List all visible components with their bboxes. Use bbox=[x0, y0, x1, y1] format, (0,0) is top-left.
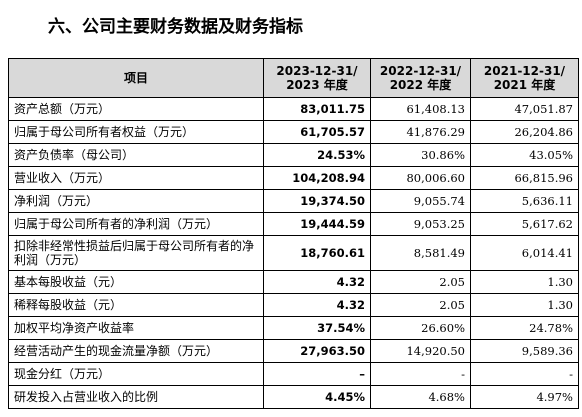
table-row: 加权平均净资产收益率 37.54% 26.60% 24.78% bbox=[8, 316, 579, 340]
table-row: 稀释每股收益（元） 4.32 2.05 1.30 bbox=[8, 293, 579, 317]
cell-value: 83,011.75 bbox=[263, 97, 371, 121]
cell-value: 19,444.59 bbox=[263, 212, 371, 236]
column-header: 项目 bbox=[8, 58, 264, 98]
cell-value: - bbox=[470, 362, 579, 386]
cell-value: 37.54% bbox=[263, 316, 371, 340]
cell-value: 41,876.29 bbox=[370, 120, 471, 144]
row-label: 归属于母公司所有者的净利润（万元） bbox=[8, 212, 264, 236]
cell-value: 26,204.86 bbox=[470, 120, 579, 144]
row-label: 资产总额（万元） bbox=[8, 97, 264, 121]
cell-value: 1.30 bbox=[470, 293, 579, 317]
cell-value: 104,208.94 bbox=[263, 166, 371, 190]
cell-value: 66,815.96 bbox=[470, 166, 579, 190]
cell-value: 9,053.25 bbox=[370, 212, 471, 236]
cell-value: 26.60% bbox=[370, 316, 471, 340]
header-line: 2021-12-31/ bbox=[483, 64, 566, 78]
column-header: 2021-12-31/2021 年度 bbox=[470, 58, 579, 98]
header-line: 2022-12-31/ bbox=[379, 64, 462, 78]
cell-value: 9,589.36 bbox=[470, 339, 579, 363]
cell-value: 4.68% bbox=[370, 385, 471, 409]
cell-value: 4.45% bbox=[263, 385, 371, 409]
cell-value: 43.05% bbox=[470, 143, 579, 167]
cell-value: – bbox=[263, 362, 371, 386]
table-row: 资产总额（万元） 83,011.75 61,408.13 47,051.87 bbox=[8, 97, 579, 121]
section-title: 六、公司主要财务数据及财务指标 bbox=[48, 17, 303, 37]
table-row: 扣除非经常性损益后归属于母公司所有者的净利润（万元） 18,760.61 8,581… bbox=[8, 235, 579, 271]
header-line: 2023-12-31/ bbox=[276, 64, 358, 78]
cell-value: 24.78% bbox=[470, 316, 579, 340]
cell-value: 2.05 bbox=[370, 270, 471, 294]
column-header: 2023-12-31/2023 年度 bbox=[263, 58, 371, 98]
row-label: 营业收入（万元） bbox=[8, 166, 264, 190]
row-label: 稀释每股收益（元） bbox=[8, 293, 264, 317]
cell-value: 19,374.50 bbox=[263, 189, 371, 213]
header-row: 项目 2023-12-31/2023 年度 2022-12-31/2022 年度 20… bbox=[8, 58, 579, 98]
cell-value: 47,051.87 bbox=[470, 97, 579, 121]
cell-value: 9,055.74 bbox=[370, 189, 471, 213]
finance-table: 项目 2023-12-31/2023 年度 2022-12-31/2022 年度 20… bbox=[8, 58, 579, 409]
row-label: 扣除非经常性损益后归属于母公司所有者的净利润（万元） bbox=[8, 235, 264, 271]
table-row: 基本每股收益（元） 4.32 2.05 1.30 bbox=[8, 270, 579, 294]
header-line: 2021 年度 bbox=[493, 78, 556, 92]
cell-value: 4.97% bbox=[470, 385, 579, 409]
cell-value: 5,636.11 bbox=[470, 189, 579, 213]
header-line: 2023 年度 bbox=[286, 78, 348, 92]
table-body: 资产总额（万元） 83,011.75 61,408.13 47,051.87 归属于母公… bbox=[8, 97, 579, 409]
cell-value: 1.30 bbox=[470, 270, 579, 294]
cell-value: 14,920.50 bbox=[370, 339, 471, 363]
cell-value: 61,705.57 bbox=[263, 120, 371, 144]
row-label: 现金分红（万元） bbox=[8, 362, 264, 386]
table-row: 营业收入（万元） 104,208.94 80,006.60 66,815.96 bbox=[8, 166, 579, 190]
table-row: 研发投入占营业收入的比例 4.45% 4.68% 4.97% bbox=[8, 385, 579, 409]
table-row: 现金分红（万元） – - - bbox=[8, 362, 579, 386]
cell-value: 27,963.50 bbox=[263, 339, 371, 363]
cell-value: 4.32 bbox=[263, 293, 371, 317]
row-label: 加权平均净资产收益率 bbox=[8, 316, 264, 340]
row-label: 经营活动产生的现金流量净额（万元） bbox=[8, 339, 264, 363]
row-label: 研发投入占营业收入的比例 bbox=[8, 385, 264, 409]
cell-value: 6,014.41 bbox=[470, 235, 579, 271]
table-row: 归属于母公司所有者的净利润（万元） 19,444.59 9,053.25 5,617.… bbox=[8, 212, 579, 236]
cell-value: 2.05 bbox=[370, 293, 471, 317]
cell-value: 61,408.13 bbox=[370, 97, 471, 121]
row-label: 资产负债率（母公司） bbox=[8, 143, 264, 167]
row-label: 归属于母公司所有者权益（万元） bbox=[8, 120, 264, 144]
cell-value: 30.86% bbox=[370, 143, 471, 167]
table-row: 资产负债率（母公司） 24.53% 30.86% 43.05% bbox=[8, 143, 579, 167]
cell-value: 24.53% bbox=[263, 143, 371, 167]
table-row: 经营活动产生的现金流量净额（万元） 27,963.50 14,920.50 9,589… bbox=[8, 339, 579, 363]
table-row: 归属于母公司所有者权益（万元） 61,705.57 41,876.29 26,204.… bbox=[8, 120, 579, 144]
cell-value: - bbox=[370, 362, 471, 386]
cell-value: 80,006.60 bbox=[370, 166, 471, 190]
row-label: 净利润（万元） bbox=[8, 189, 264, 213]
table-row: 净利润（万元） 19,374.50 9,055.74 5,636.11 bbox=[8, 189, 579, 213]
column-header: 2022-12-31/2022 年度 bbox=[370, 58, 471, 98]
cell-value: 5,617.62 bbox=[470, 212, 579, 236]
cell-value: 8,581.49 bbox=[370, 235, 471, 271]
cell-value: 18,760.61 bbox=[263, 235, 371, 271]
cell-value: 4.32 bbox=[263, 270, 371, 294]
row-label: 基本每股收益（元） bbox=[8, 270, 264, 294]
header-line: 2022 年度 bbox=[389, 78, 452, 92]
